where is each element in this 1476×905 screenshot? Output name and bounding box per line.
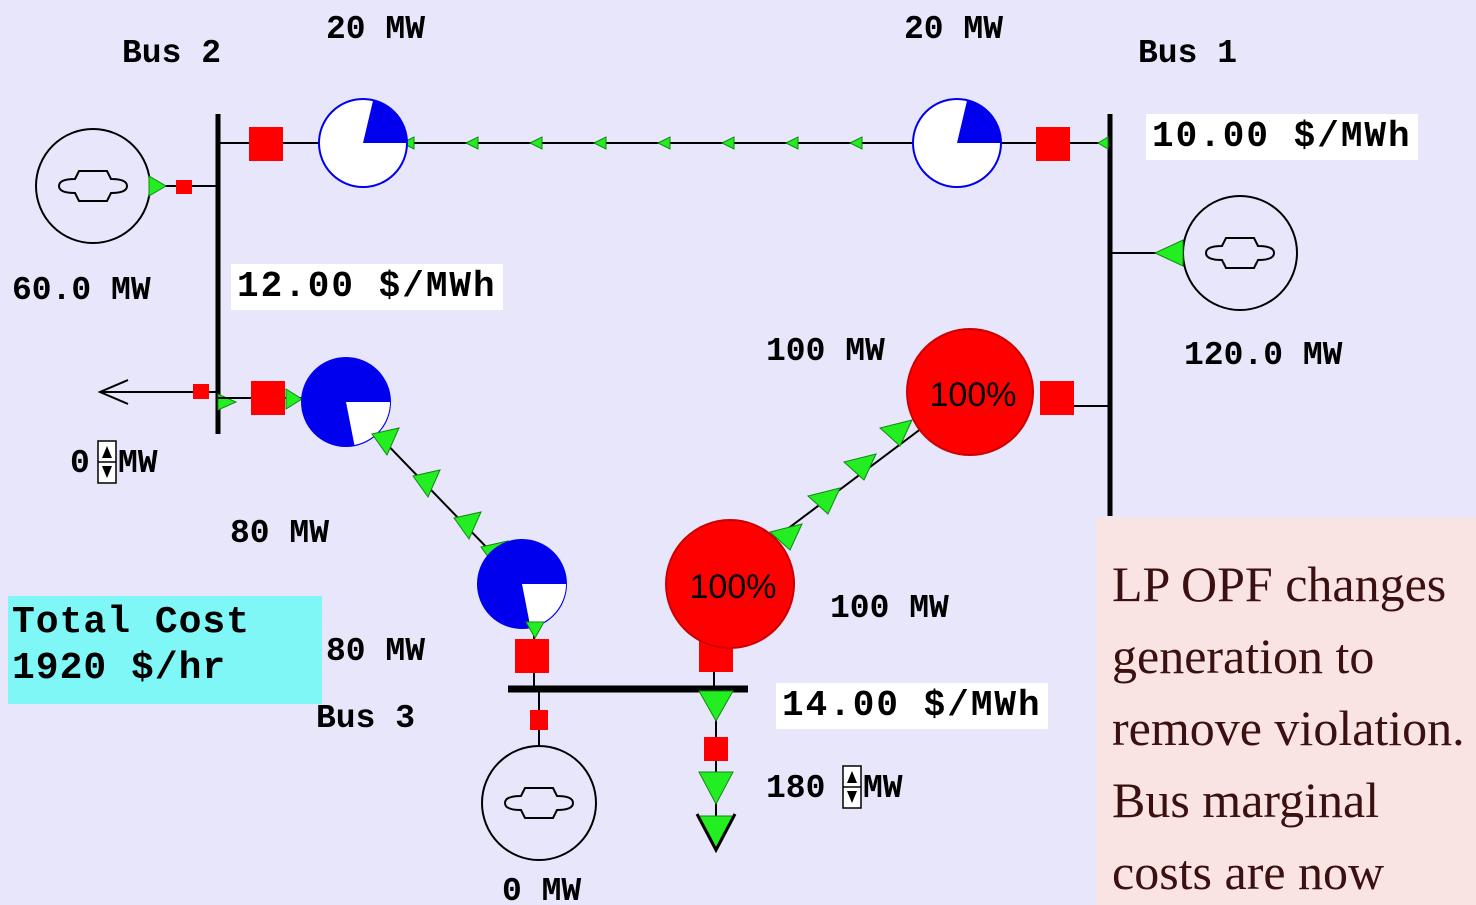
bus1-price: 10.00 $/MWh [1146,114,1418,160]
generator-bus3[interactable] [481,689,597,861]
generator-bus1-output: 120.0 MW [1184,337,1343,374]
line-2-3-loading-pie-bus3[interactable] [477,539,567,629]
line-1-3-flow-bus3: 100 MW [830,590,949,627]
load-bus2-value[interactable]: 0 [70,445,90,482]
load-bus3-value[interactable]: 180 [766,770,825,807]
total-cost-label: Total Cost [12,601,251,644]
note-line: remove violation. [1112,700,1465,756]
total-cost-value: 1920 $/hr [12,647,227,690]
load-bus3[interactable] [695,689,737,854]
line-1-2-flow-bus2: 20 MW [326,11,425,48]
line-2-3-flow-bus3: 80 MW [326,633,425,670]
bus1-name: Bus 1 [1138,35,1237,72]
total-cost-box: Total Cost 1920 $/hr [8,596,322,704]
breaker-line-1-2-bus1[interactable] [1036,127,1070,161]
line-1-2-flow-bus1: 20 MW [904,11,1003,48]
line-2-3-loading-pie-bus2[interactable] [301,357,391,447]
bus2-price: 12.00 $/MWh [231,264,503,310]
flow-arrow [525,621,545,640]
line-2-3-flow-bus2: 80 MW [230,515,329,552]
line-1-3-loading-label-bus1: 100% [930,376,1017,414]
bus2-name: Bus 2 [122,35,221,72]
explanation-note: LP OPF changes generation to remove viol… [1096,518,1476,905]
load-bus3-unit: MW [863,770,903,807]
bus3-price: 14.00 $/MWh [776,683,1048,729]
generator-bus2[interactable] [35,128,218,244]
load-bus2[interactable] [97,379,238,411]
note-line: generation to [1112,628,1375,684]
generator-bus1[interactable] [1110,195,1298,311]
line-1-3-loading-pie-bus1[interactable]: 100% [906,328,1034,456]
load-bus2-spinner[interactable] [97,440,117,484]
line-1-2-loading-pie-bus2[interactable] [318,98,408,188]
line-1-3-flow-bus1: 100 MW [766,333,885,370]
load-bus3-spinner[interactable] [842,765,862,809]
line-1-3-loading-label-bus3: 100% [690,568,777,606]
note-line: Bus marginal [1112,772,1380,828]
line-1-3-loading-pie-bus3[interactable]: 100% [665,519,795,672]
note-line: LP OPF changes [1112,556,1447,612]
generator-bus3-output: 0 MW [502,873,581,905]
breaker-line-2-3-bus3[interactable] [515,639,549,673]
line-1-2-loading-pie-bus1[interactable] [912,98,1002,188]
breaker-line-1-2-bus2[interactable] [249,127,283,161]
flow-arrow [285,388,303,410]
breaker-line-2-3-bus2[interactable] [251,381,285,415]
bus3-name: Bus 3 [316,700,415,737]
generator-bus2-output: 60.0 MW [12,272,151,309]
breaker-line-1-3-bus1[interactable] [1040,381,1074,415]
load-bus2-unit: MW [118,445,158,482]
note-line: costs are now [1112,844,1385,900]
flow-arrows-line-1-3 [768,419,913,551]
flow-arrows-line-1-2 [400,136,1109,150]
